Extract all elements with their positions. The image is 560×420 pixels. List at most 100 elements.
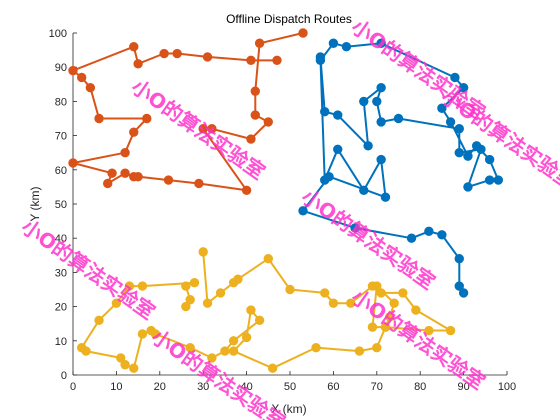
route-point xyxy=(437,230,447,240)
route-point xyxy=(137,329,148,339)
route-point xyxy=(445,325,456,336)
route-point xyxy=(359,185,369,196)
route-point xyxy=(137,281,148,291)
route-point xyxy=(454,148,464,158)
route-point xyxy=(76,342,87,353)
x-tick-label: 50 xyxy=(284,381,296,393)
route-point xyxy=(333,144,343,154)
x-tick-label: 100 xyxy=(498,381,516,393)
route-point xyxy=(129,127,139,137)
route-point xyxy=(129,41,139,52)
route-point xyxy=(463,182,473,192)
route-point xyxy=(254,38,265,48)
route-point xyxy=(493,175,504,185)
route-point xyxy=(398,288,408,298)
route-point xyxy=(241,332,252,343)
series-layer xyxy=(68,28,504,373)
route-3 xyxy=(76,247,456,373)
route-point xyxy=(367,322,378,332)
y-tick-label: 0 xyxy=(61,370,67,382)
route-point xyxy=(116,353,126,363)
route-point xyxy=(133,59,143,69)
route-point xyxy=(172,48,182,59)
route-point xyxy=(372,96,382,107)
y-tick-label: 30 xyxy=(55,267,67,279)
route-point xyxy=(68,158,78,168)
route-point xyxy=(94,315,104,325)
route-point xyxy=(241,185,252,196)
route-point xyxy=(181,301,191,312)
route-point xyxy=(380,322,391,332)
route-point xyxy=(406,233,417,243)
route-point xyxy=(315,52,326,62)
x-axis-title: X (km) xyxy=(271,402,306,416)
x-tick-label: 10 xyxy=(110,381,122,393)
y-tick-label: 40 xyxy=(55,233,67,245)
route-point xyxy=(458,288,469,298)
route-point xyxy=(142,113,152,124)
route-point xyxy=(159,48,169,59)
route-line xyxy=(302,42,500,294)
route-point xyxy=(120,148,130,158)
route-point xyxy=(120,168,130,178)
route-point xyxy=(272,55,282,66)
route-point xyxy=(333,110,343,120)
route-point xyxy=(129,363,139,373)
route-point xyxy=(476,144,486,154)
x-tick-label: 30 xyxy=(197,381,209,393)
route-point xyxy=(246,134,256,144)
route-point xyxy=(220,346,230,356)
route-point xyxy=(267,363,278,373)
route-point xyxy=(107,168,117,178)
route-point xyxy=(354,346,365,356)
route-point xyxy=(376,117,386,127)
route-point xyxy=(359,96,369,107)
route-point xyxy=(320,288,330,298)
route-point xyxy=(85,83,96,93)
route-point xyxy=(372,342,382,353)
route-point xyxy=(129,171,139,182)
x-tick-label: 20 xyxy=(154,381,166,393)
route-point xyxy=(346,298,356,308)
route-point xyxy=(250,86,260,96)
y-tick-label: 60 xyxy=(55,165,67,177)
route-point xyxy=(146,325,156,336)
y-tick-label: 100 xyxy=(49,28,67,40)
x-tick-label: 80 xyxy=(414,381,426,393)
route-point xyxy=(233,274,243,284)
x-tick-label: 60 xyxy=(327,381,339,393)
route-point xyxy=(411,305,421,315)
route-point xyxy=(454,254,464,264)
axes: 0 10 20 30 40 50 60 70 80 90 100 0 10 20 30 40 50 60 70 80 9… xyxy=(49,28,517,393)
route-point xyxy=(198,124,208,134)
route-point xyxy=(376,83,386,93)
route-point xyxy=(363,141,373,151)
route-point xyxy=(424,325,434,336)
route-point xyxy=(194,178,204,189)
route-point xyxy=(111,298,122,308)
route-1 xyxy=(68,28,308,196)
route-point xyxy=(458,83,469,93)
route-point xyxy=(393,113,404,124)
route-point xyxy=(484,175,495,185)
route-point xyxy=(437,103,447,113)
y-tick-label: 80 xyxy=(55,96,67,108)
y-tick-label: 20 xyxy=(55,302,67,314)
route-point xyxy=(350,223,360,233)
chart-title: Offline Dispatch Routes xyxy=(226,12,352,26)
route-point xyxy=(202,52,213,62)
route-point xyxy=(376,154,386,165)
route-point xyxy=(311,342,321,353)
route-point xyxy=(376,288,386,298)
route-point xyxy=(424,226,434,237)
route-point xyxy=(228,346,239,356)
route-point xyxy=(189,277,200,288)
x-tick-label: 90 xyxy=(457,381,469,393)
route-point xyxy=(484,154,495,165)
x-tick-label: 40 xyxy=(240,381,252,393)
route-point xyxy=(202,298,213,308)
y-tick-label: 70 xyxy=(55,131,67,143)
y-tick-label: 50 xyxy=(55,199,67,211)
